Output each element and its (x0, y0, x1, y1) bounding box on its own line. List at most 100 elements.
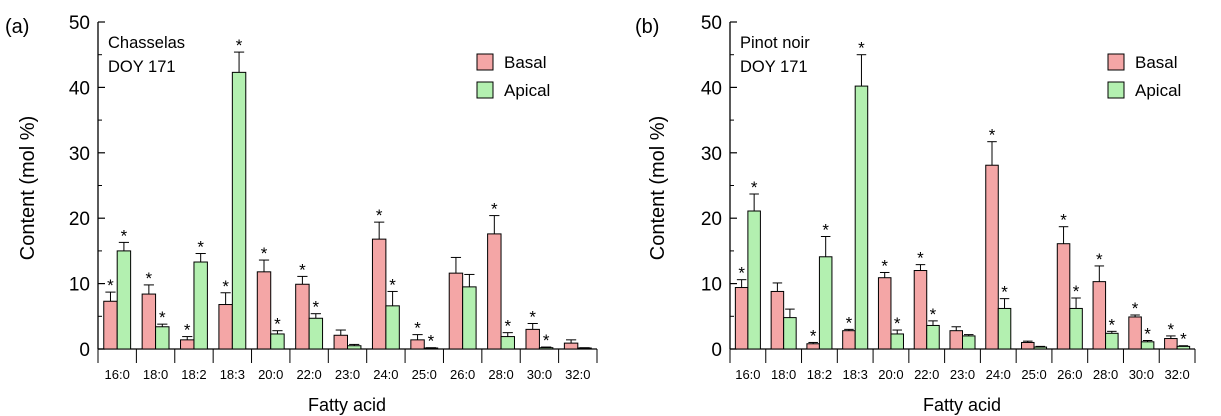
significance-star: * (529, 307, 536, 326)
bar-apical (1069, 307, 1083, 350)
y-tick-label: 20 (701, 209, 722, 230)
bar-apical (385, 305, 400, 350)
legend-swatch-apical (1107, 81, 1125, 99)
chart-panel-a: 0 10 20 30 40 50 16:0 * * 18:0 * * 18:2 * * 18:3 * * 20:0 *… (69, 13, 598, 382)
bar-apical (890, 333, 904, 350)
legend-label-basal: Basal (1135, 53, 1178, 72)
significance-star: * (389, 275, 396, 294)
significance-star: * (299, 260, 306, 279)
x-tick-label: 24:0 (373, 367, 398, 382)
x-tick-label: 32:0 (565, 367, 590, 382)
significance-star: * (1001, 283, 1008, 302)
bar-basal (1056, 243, 1071, 350)
x-tick-label: 22:0 (296, 367, 321, 382)
x-tick-label: 18:0 (143, 367, 168, 382)
x-tick-label: 20:0 (878, 367, 903, 382)
y-tick-label: 50 (69, 13, 90, 34)
y-tick-label: 50 (701, 13, 722, 34)
x-tick-label: 18:0 (771, 367, 796, 382)
bar-apical (747, 210, 761, 350)
bar-apical (155, 326, 170, 350)
y-tick-label: 40 (69, 78, 90, 99)
x-tick-label: 23:0 (335, 367, 360, 382)
significance-star: * (313, 298, 320, 317)
significance-star: * (107, 276, 114, 295)
x-tick-label: 28:0 (1093, 367, 1118, 382)
x-tick-label: 22:0 (914, 367, 939, 382)
legend-swatch-basal (1107, 53, 1125, 71)
bar-basal (563, 342, 579, 350)
y-tick-label: 30 (701, 144, 722, 165)
significance-star: * (491, 200, 498, 219)
significance-star: * (1109, 315, 1116, 334)
y-tick-label: 40 (701, 78, 722, 99)
significance-star: * (222, 277, 229, 296)
significance-star: * (236, 36, 243, 55)
legend-label-apical: Apical (504, 81, 550, 100)
significance-star: * (989, 126, 996, 145)
significance-star: * (1096, 250, 1103, 269)
bar-apical (308, 317, 324, 350)
significance-star: * (504, 317, 511, 336)
significance-star: * (917, 249, 924, 268)
x-tick-label: 30:0 (527, 367, 552, 382)
significance-star: * (751, 178, 758, 197)
legend-swatch-basal (476, 53, 494, 71)
significance-star: * (810, 326, 817, 345)
bar-basal (877, 277, 892, 350)
bar-basal (1128, 316, 1142, 350)
significance-star: * (846, 313, 853, 332)
bar-apical (854, 85, 869, 350)
x-tick-label: 26:0 (450, 367, 475, 382)
significance-star: * (1180, 330, 1187, 349)
y-tick-label: 0 (79, 340, 90, 361)
bar-basal (1164, 338, 1178, 350)
y-tick-label: 30 (69, 144, 90, 165)
bar-apical (193, 261, 208, 350)
significance-star: * (1132, 299, 1139, 318)
bar-apical (462, 286, 477, 350)
bar-apical (1033, 346, 1048, 350)
bar-basal (141, 293, 157, 350)
x-tick-label: 18:3 (843, 367, 868, 382)
bar-basal (949, 330, 964, 350)
bar-basal (842, 330, 856, 350)
bar-basal (218, 304, 233, 350)
y-tick-label: 10 (701, 275, 722, 296)
bar-apical (116, 250, 132, 350)
x-tick-label: 28:0 (488, 367, 513, 382)
y-axis-label-b: Content (mol %) (647, 116, 669, 261)
significance-star: * (261, 244, 268, 263)
bar-basal (1021, 341, 1035, 350)
bar-apical (997, 307, 1012, 350)
x-tick-label: 26:0 (1057, 367, 1082, 382)
annotation-a-line1: Chasselas (108, 34, 185, 52)
x-tick-label: 20:0 (258, 367, 283, 382)
bar-basal (985, 164, 999, 350)
significance-star: * (822, 221, 829, 240)
bar-apical (962, 335, 976, 350)
x-axis-label-a: Fatty acid (308, 395, 386, 415)
bar-basal (371, 238, 387, 350)
bar-apical (783, 317, 797, 350)
x-tick-label: 16:0 (105, 367, 130, 382)
significance-star: * (184, 321, 191, 340)
bar-basal (525, 328, 540, 350)
significance-star: * (121, 226, 128, 245)
significance-star: * (274, 315, 281, 334)
y-tick-label: 20 (69, 209, 90, 230)
significance-star: * (543, 331, 550, 350)
legend-label-apical: Apical (1135, 81, 1181, 100)
y-tick-label: 10 (69, 275, 90, 296)
bar-basal (448, 272, 464, 350)
bar-apical (500, 336, 515, 350)
x-tick-label: 25:0 (412, 367, 437, 382)
bar-basal (487, 233, 502, 350)
significance-star: * (930, 305, 937, 324)
y-axis-label-a: Content (mol %) (17, 116, 39, 261)
bar-basal (180, 339, 195, 350)
significance-star: * (738, 264, 745, 283)
panel-label-b: (b) (635, 16, 659, 38)
x-tick-label: 24:0 (986, 367, 1011, 382)
